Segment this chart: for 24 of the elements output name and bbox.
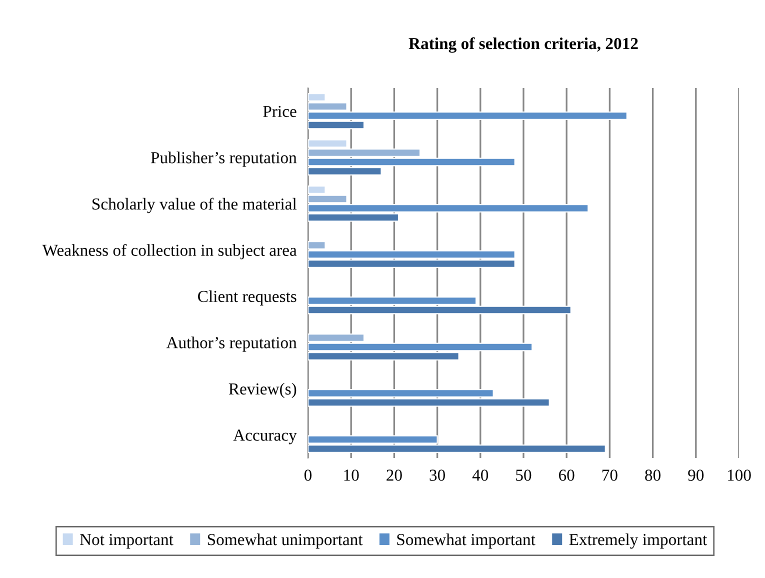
y-tick-label: Scholarly value of the material (92, 198, 297, 214)
x-tick-label: 10 (344, 470, 359, 481)
x-tick-label: 70 (602, 470, 618, 481)
x-tick-label: 100 (728, 470, 751, 481)
y-tick-label: Review(s) (228, 382, 296, 398)
y-tick-label: Accuracy (233, 430, 297, 444)
x-tick-label: 60 (558, 470, 574, 481)
x-tick-label: 30 (430, 470, 445, 481)
legend-label: Extremely important (569, 533, 708, 549)
y-tick-label: Price (263, 106, 296, 118)
x-tick-label: 40 (472, 470, 488, 481)
x-tick-label: 90 (688, 470, 704, 481)
y-tick-label: Weakness of collection in subject area (42, 244, 297, 260)
x-tick-label: 80 (645, 470, 660, 481)
x-tick-label: 20 (386, 470, 402, 481)
legend-label: Not important (80, 534, 174, 549)
y-tick-label: Author’s reputation (166, 336, 297, 352)
x-tick-label: 50 (516, 470, 532, 481)
chart-title: Rating of selection criteria, 2012 (408, 37, 638, 53)
x-tick-label: 0 (304, 470, 312, 481)
legend-label: Somewhat important (397, 533, 536, 549)
legend-label: Somewhat unimportant (208, 533, 363, 549)
y-tick-label: Publisher’s reputation (150, 152, 297, 167)
y-tick-label: Client requests (198, 290, 296, 306)
